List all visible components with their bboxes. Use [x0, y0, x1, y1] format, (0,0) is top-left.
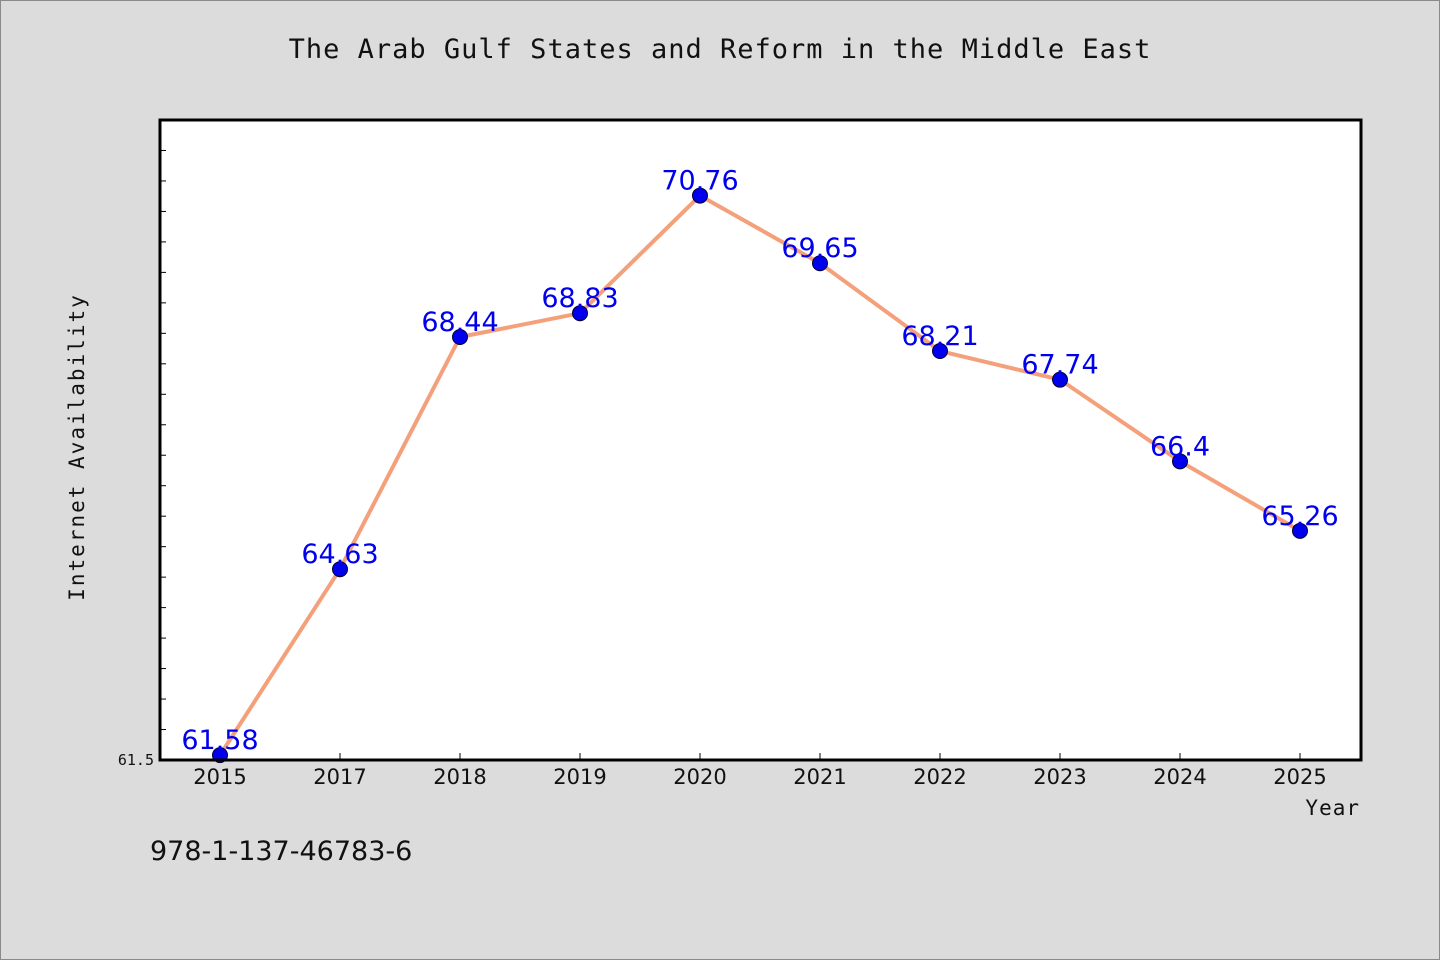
data-point	[332, 561, 348, 578]
data-point	[1292, 522, 1308, 539]
data-point	[452, 328, 468, 345]
data-point	[1052, 371, 1068, 388]
data-label: 69.65	[781, 233, 858, 264]
x-tick-label: 2020	[673, 765, 726, 789]
x-tick-label: 2021	[793, 765, 846, 789]
data-label: 68.44	[421, 307, 498, 338]
series-line	[218, 193, 1302, 758]
x-tick-label: 2017	[313, 765, 366, 789]
plot-border	[158, 118, 1363, 762]
data-label: 64.63	[301, 539, 378, 570]
isbn-text: 978-1-137-46783-6	[150, 836, 413, 867]
data-point	[1172, 453, 1188, 470]
x-axis-label: Year	[1305, 796, 1360, 820]
x-tick-label: 2018	[433, 765, 486, 789]
data-label: 65.26	[1261, 501, 1338, 532]
plot-area	[160, 120, 1361, 760]
y-tick-label: 61.5	[118, 751, 154, 769]
data-point	[932, 343, 948, 360]
data-label: 68.21	[901, 321, 978, 352]
data-label: 61.58	[181, 725, 258, 756]
data-label: 66.4	[1150, 431, 1210, 462]
chart-title: The Arab Gulf States and Reform in the M…	[288, 34, 1152, 65]
data-label: 67.74	[1021, 350, 1098, 381]
data-point	[692, 187, 708, 204]
x-tick-label: 2019	[553, 765, 606, 789]
x-tick-label: 2015	[193, 765, 246, 789]
x-tick-label: 2023	[1033, 765, 1086, 789]
data-point	[572, 305, 588, 322]
data-label: 68.83	[541, 283, 618, 314]
x-tick-label: 2025	[1273, 765, 1326, 789]
data-label: 70.76	[661, 166, 738, 197]
x-tick-label: 2022	[913, 765, 966, 789]
data-point	[812, 255, 828, 272]
x-tick-label: 2024	[1153, 765, 1206, 789]
